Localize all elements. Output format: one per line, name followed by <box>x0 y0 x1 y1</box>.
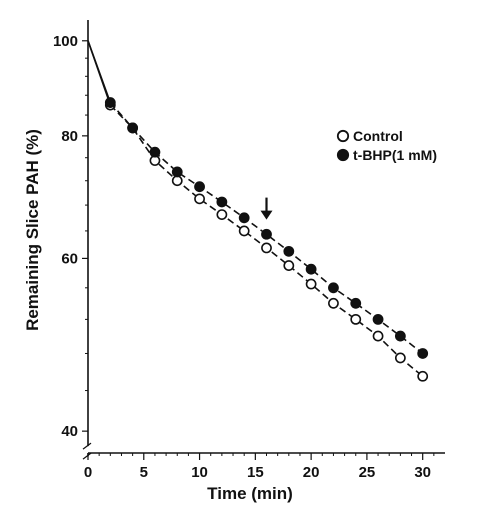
data-point <box>350 313 362 325</box>
x-tick-label: 25 <box>359 464 376 481</box>
x-tick-label: 0 <box>84 464 92 481</box>
y-tick-label: 100 <box>53 33 78 50</box>
y-tick-label: 60 <box>61 250 78 267</box>
annotation-layer <box>260 197 273 220</box>
series-tbhp <box>87 40 429 359</box>
arrow-head <box>260 210 273 220</box>
data-point <box>305 278 317 290</box>
data-point <box>194 181 205 193</box>
data-point <box>372 313 384 325</box>
data-point <box>350 297 362 309</box>
data-point <box>283 260 295 271</box>
data-point <box>261 242 272 254</box>
y-tick-label: 80 <box>61 128 78 145</box>
down-arrow-annotation <box>260 197 273 220</box>
y-tick-label: 40 <box>61 423 78 440</box>
data-point <box>394 330 406 342</box>
data-point <box>328 297 339 309</box>
series-line <box>109 102 424 355</box>
series-layer <box>87 40 429 382</box>
data-point <box>283 245 295 257</box>
legend-label: t-BHP(1 mM) <box>353 147 437 163</box>
data-point <box>149 146 161 158</box>
y-axis-break-mark <box>82 452 92 460</box>
x-tick-label: 10 <box>191 464 208 481</box>
x-tick-label: 15 <box>247 464 264 481</box>
data-point <box>171 166 183 178</box>
data-point <box>194 193 205 205</box>
data-point <box>171 175 183 187</box>
data-point <box>127 122 139 134</box>
y-axis-label: Remaining Slice PAH (%) <box>23 129 42 331</box>
legend-item: Control <box>336 128 403 144</box>
x-tick-label: 20 <box>303 464 320 481</box>
x-axis-label: Time (min) <box>207 484 293 503</box>
axes: 40 60 80 100 0 5 10 15 20 25 30 <box>53 20 445 481</box>
data-point <box>216 209 228 220</box>
y-axis-break-mark <box>82 442 92 450</box>
data-point <box>394 352 406 364</box>
data-point <box>104 97 116 108</box>
data-point <box>261 228 272 240</box>
legend: Control t-BHP(1 mM) <box>336 128 437 163</box>
filled-circle-icon <box>336 148 350 162</box>
data-point <box>305 263 317 275</box>
open-circle-icon <box>336 129 350 143</box>
series-line-segment <box>87 40 112 103</box>
series-control <box>87 40 429 382</box>
data-point <box>238 225 250 237</box>
data-point <box>328 282 339 294</box>
data-point <box>417 348 429 359</box>
data-point <box>372 330 384 342</box>
legend-label: Control <box>353 128 403 144</box>
data-point <box>417 370 429 382</box>
data-point <box>238 212 250 224</box>
x-tick-label: 30 <box>414 464 431 481</box>
data-point <box>216 196 228 208</box>
legend-item: t-BHP(1 mM) <box>336 147 437 163</box>
x-tick-label: 5 <box>140 464 148 481</box>
